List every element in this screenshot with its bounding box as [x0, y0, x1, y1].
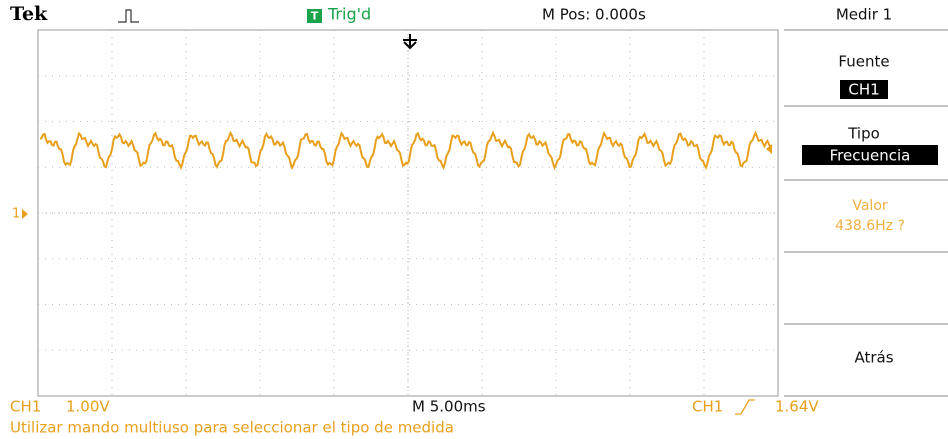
trigger-level-arrow	[766, 144, 772, 154]
menu-value[interactable]: CH1	[848, 81, 879, 99]
brand: Tek	[10, 3, 48, 25]
trigger-position-marker	[403, 34, 417, 50]
menu-label: Fuente	[838, 53, 889, 71]
menu-value: 438.6Hz ?	[835, 218, 905, 234]
graticule-frame	[37, 29, 779, 397]
acq-icon	[118, 9, 139, 23]
graticule	[38, 30, 778, 396]
trigger-level: 1.64V	[775, 398, 819, 416]
trigger-status: Trig'd	[327, 5, 371, 24]
waveform	[39, 130, 773, 171]
menu-value-box	[802, 145, 938, 165]
volts-per-div: 1.00V	[66, 398, 110, 416]
trigger-source: CH1	[692, 398, 723, 416]
trigger-slope	[735, 399, 755, 415]
menu-title: Medir 1	[836, 6, 892, 24]
timebase: M 5.00ms	[412, 398, 486, 416]
channel-name: CH1	[10, 398, 41, 416]
trigger-badge: T	[311, 10, 319, 23]
menu-label: Valor	[852, 198, 888, 214]
menu-value-box	[840, 80, 888, 99]
menu-value[interactable]: Frecuencia	[830, 147, 911, 165]
hint: Utilizar mando multiuso para seleccionar…	[10, 419, 454, 437]
trigger-badge-box	[307, 9, 322, 23]
channel-marker: 1	[12, 207, 20, 222]
menu-label: Tipo	[847, 125, 880, 143]
channel-marker-arrow	[22, 209, 28, 219]
menu-back[interactable]: Atrás	[854, 349, 893, 367]
horizontal-position: M Pos: 0.000s	[542, 6, 646, 24]
